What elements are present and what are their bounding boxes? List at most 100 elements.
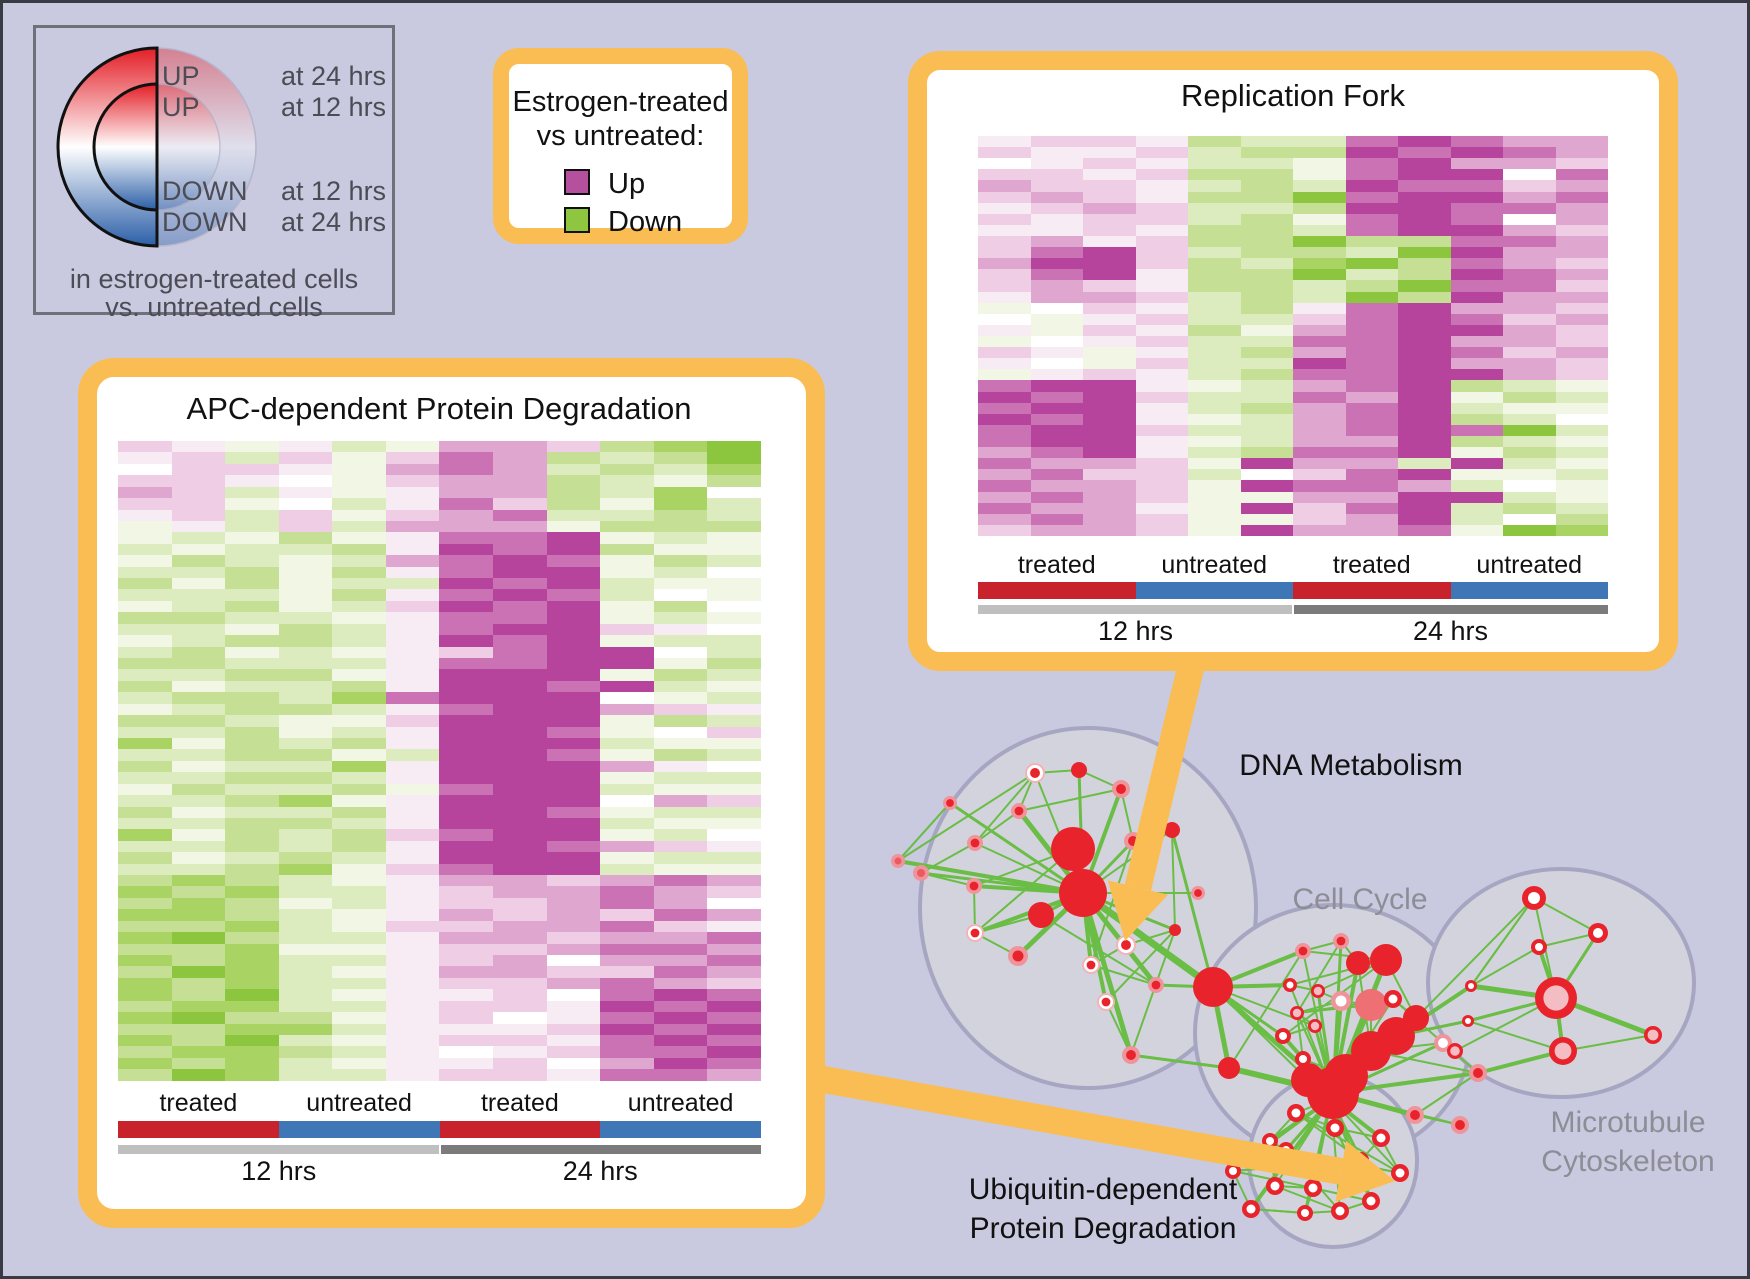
heatmap-cell xyxy=(493,932,547,944)
heatmap-cell xyxy=(385,520,440,533)
heatmap-cell xyxy=(1450,269,1503,281)
heatmap-cell xyxy=(278,954,333,967)
heatmap-cell xyxy=(493,772,547,784)
heatmap-cell xyxy=(439,726,494,738)
heatmap-cell xyxy=(1398,180,1451,192)
gene-node-rw xyxy=(1593,928,1603,938)
network-edge xyxy=(1317,990,1342,1002)
heatmap-cell xyxy=(1345,458,1398,470)
heatmap-cell xyxy=(546,612,601,624)
heatmap-cell xyxy=(1555,158,1608,170)
gene-node-rw xyxy=(1376,1133,1386,1143)
heatmap-cell xyxy=(653,635,708,647)
heatmap-cell xyxy=(171,749,226,761)
heatmap-cell xyxy=(1135,369,1188,381)
heatmap-cell xyxy=(439,954,494,967)
heatmap-cell xyxy=(493,863,547,876)
heatmap-cell xyxy=(1555,424,1608,436)
heatmap-cell xyxy=(546,1000,601,1013)
heatmap-cell xyxy=(332,726,386,738)
heatmap-cell xyxy=(546,829,601,841)
heatmap-cell xyxy=(1083,447,1136,459)
heatmap-cell xyxy=(225,795,279,807)
network-edge xyxy=(1370,1050,1479,1074)
heatmap-cell xyxy=(1030,202,1083,214)
heatmap-cell xyxy=(600,920,654,933)
network-edge xyxy=(1077,769,1085,894)
network-edge xyxy=(1470,897,1535,987)
network-edge xyxy=(897,802,951,862)
heatmap-cell xyxy=(1293,247,1346,259)
heatmap-cell xyxy=(171,886,226,898)
apc-time-bars xyxy=(118,1145,761,1154)
cluster-bubble-cell-cycle xyxy=(1193,903,1473,1163)
network-edge xyxy=(1078,769,1084,894)
heatmap-cell xyxy=(332,920,386,933)
group-label-treated: treated xyxy=(480,1089,559,1117)
heatmap-cell xyxy=(171,509,226,521)
heatmap-cell xyxy=(493,966,547,978)
heatmap-cell xyxy=(1188,202,1241,214)
heatmap-cell xyxy=(707,783,761,796)
heatmap-cell xyxy=(1503,335,1556,348)
heatmap-cell xyxy=(225,989,279,1001)
heatmap-cell xyxy=(225,1046,279,1058)
gene-node-pr xyxy=(1148,977,1164,993)
heatmap-cell xyxy=(978,291,1031,303)
heatmap-cell xyxy=(600,875,654,887)
heatmap-cell xyxy=(1188,447,1241,459)
heatmap-cell xyxy=(707,452,761,464)
heatmap-cell xyxy=(1135,180,1188,192)
heatmap-cell xyxy=(1083,491,1136,503)
heatmap-cell xyxy=(1555,191,1608,203)
network-edge xyxy=(974,772,1036,844)
heatmap-cell xyxy=(1135,480,1188,492)
heatmap-cell xyxy=(600,737,654,750)
heatmap-cell xyxy=(1555,258,1608,270)
heatmap-cell xyxy=(225,772,279,784)
gene-node-rw xyxy=(1301,1209,1309,1217)
heatmap-cell xyxy=(1555,480,1608,492)
heatmap-cell xyxy=(1030,380,1083,392)
heatmap-cell xyxy=(278,817,333,830)
heatmap-cell xyxy=(978,324,1031,336)
heatmap-cell xyxy=(225,1012,279,1024)
heatmap-cell xyxy=(546,680,601,693)
network-edge xyxy=(1301,1057,1335,1095)
gene-node-rw xyxy=(1362,1192,1380,1210)
gene-node-pr xyxy=(969,881,979,891)
time-bar-24hrs xyxy=(1294,605,1608,614)
heatmap-cell xyxy=(385,726,440,738)
heatmap-cell xyxy=(546,623,601,636)
heatmap-cell xyxy=(1398,480,1451,492)
heatmap-cell xyxy=(1293,447,1346,459)
heatmap-cell xyxy=(493,1023,547,1035)
heatmap-cell xyxy=(1555,524,1608,536)
heatmap-cell xyxy=(493,543,547,556)
heatmap-cell xyxy=(278,966,333,978)
heatmap-cell xyxy=(171,463,226,476)
gene-node-rp xyxy=(1292,1008,1302,1018)
heatmap-cell xyxy=(1503,213,1556,225)
heatmap-cell xyxy=(1450,469,1503,481)
heatmap-cell xyxy=(278,875,333,887)
heatmap-cell xyxy=(385,612,440,624)
group-label-untreated: untreated xyxy=(1476,551,1583,579)
heatmap-cell xyxy=(332,600,386,613)
heatmap-cell xyxy=(1345,402,1398,414)
heatmap-cell xyxy=(600,1046,654,1058)
gene-node-rw xyxy=(1266,1137,1274,1145)
heatmap-cell xyxy=(225,875,279,887)
heatmap-cell xyxy=(1188,247,1241,259)
heatmap-cell xyxy=(653,463,708,476)
heatmap-cell xyxy=(707,441,761,453)
heatmap-cell xyxy=(1240,280,1293,292)
heatmap-cell xyxy=(1240,224,1293,236)
heatmap-cell xyxy=(1398,502,1451,514)
network-edge xyxy=(1070,848,1086,894)
heatmap-cell xyxy=(278,863,333,876)
heatmap-cell xyxy=(225,566,279,579)
network-edge xyxy=(1281,1034,1335,1095)
heatmap-cell xyxy=(1450,502,1503,514)
heatmap-cell xyxy=(118,1034,172,1047)
